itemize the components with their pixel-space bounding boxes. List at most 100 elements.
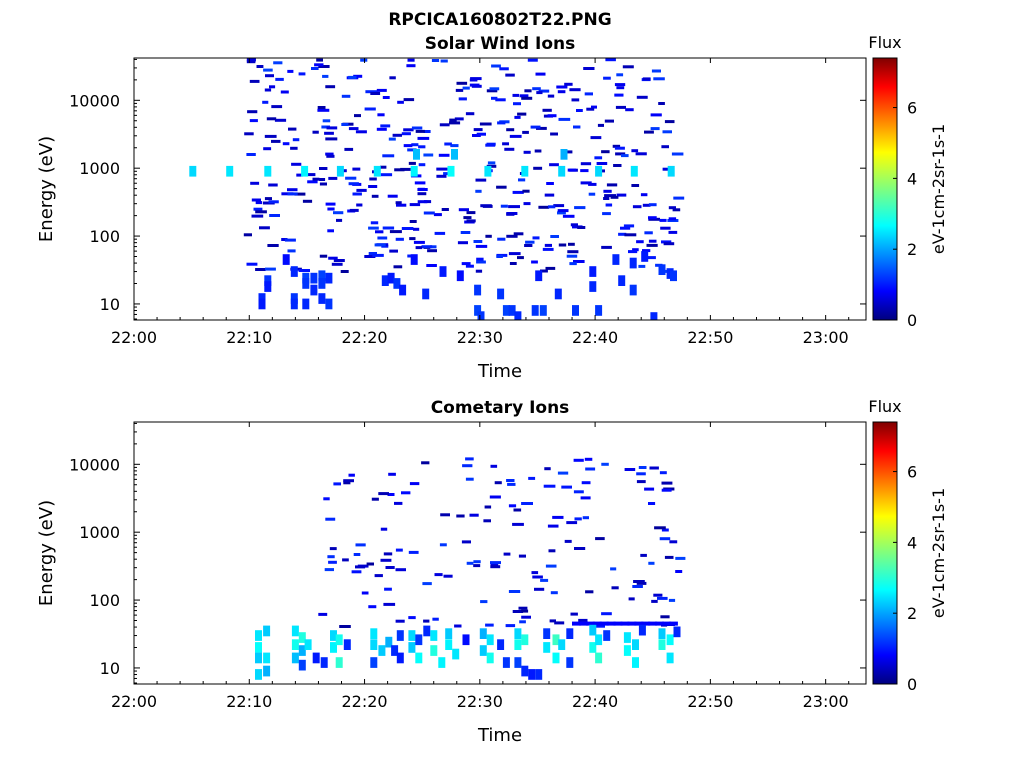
data-streak [324,131,334,135]
data-streak [505,73,515,77]
data-streak [269,85,276,89]
data-streak [290,146,298,150]
colorbar-tick-label: 0 [907,675,917,694]
data-streak [662,621,671,626]
data-streak [532,575,543,579]
data-streak [438,153,450,157]
x-tick-label: 22:50 [687,328,733,347]
data-streak [547,524,559,528]
data-streak [380,527,388,531]
data-streak [298,72,306,76]
data-cell [479,645,487,656]
data-streak [281,192,294,196]
data-streak [632,248,639,252]
data-streak [294,192,306,196]
data-streak [262,100,269,104]
data-streak [574,547,586,550]
data-streak [353,553,361,556]
data-streak [672,208,681,212]
data-streak [668,621,678,626]
data-streak [415,246,423,250]
data-cell [387,272,395,284]
data-cell [666,634,674,646]
data-cell [479,628,487,639]
data-streak [479,122,492,126]
data-streak [264,197,272,201]
data-streak [253,207,263,211]
data-cell [560,149,568,160]
data-cell [226,165,234,177]
data-streak [431,59,440,62]
data-streak [418,163,426,167]
data-streak [333,482,341,486]
data-cell [318,293,326,304]
data-streak [485,234,492,238]
data-cell [445,639,453,650]
data-cell [255,669,262,680]
data-streak [624,468,636,471]
data-streak [473,240,483,243]
data-streak [354,114,361,118]
data-streak [403,128,414,132]
data-streak [353,74,363,78]
data-streak [632,585,643,588]
data-streak [570,223,578,227]
data-streak [473,564,481,568]
data-streak [443,574,453,578]
data-streak [455,88,464,92]
data-streak [265,74,274,78]
colorbar [872,421,898,685]
data-streak [528,476,536,480]
colorbar-tick-label: 2 [907,240,917,259]
data-cell [462,634,470,646]
data-streak [486,164,497,168]
data-cell [486,652,494,664]
data-streak [380,558,392,562]
data-streak [646,243,658,247]
data-streak [651,599,658,603]
data-streak [327,229,334,233]
data-streak [434,573,443,577]
data-cell [477,311,485,320]
data-streak [567,168,577,172]
data-streak [531,260,538,264]
data-cell [410,165,418,177]
data-streak [380,173,393,177]
data-streak [389,230,402,234]
data-streak [540,578,549,582]
data-streak [368,185,378,188]
data-streak [348,182,359,186]
data-cell [514,657,522,668]
data-streak [557,209,569,213]
data-streak [321,125,330,129]
data-cell [385,636,393,648]
data-streak [540,269,548,273]
data-streak [661,145,669,149]
data-streak [392,133,402,137]
data-streak [489,87,500,91]
data-cell [325,298,333,310]
data-streak [249,119,258,123]
data-streak [506,234,518,238]
data-streak [266,117,277,121]
data-cell [589,642,597,653]
data-cell [302,278,310,289]
data-cell [589,624,597,636]
data-cell [502,657,510,668]
data-cell [566,628,574,639]
data-streak [355,565,366,569]
data-streak [648,502,656,505]
y-tick-label: 10 [100,295,120,314]
data-streak [319,182,327,186]
data-cell [603,630,611,641]
data-streak [673,196,685,200]
data-streak [638,466,647,469]
data-streak [557,90,566,94]
data-streak [675,570,683,573]
data-streak [409,482,420,486]
data-streak [523,150,531,154]
data-streak [669,540,678,544]
x-tick-label: 22:50 [687,692,733,711]
data-streak [422,582,432,586]
data-streak [371,194,379,198]
